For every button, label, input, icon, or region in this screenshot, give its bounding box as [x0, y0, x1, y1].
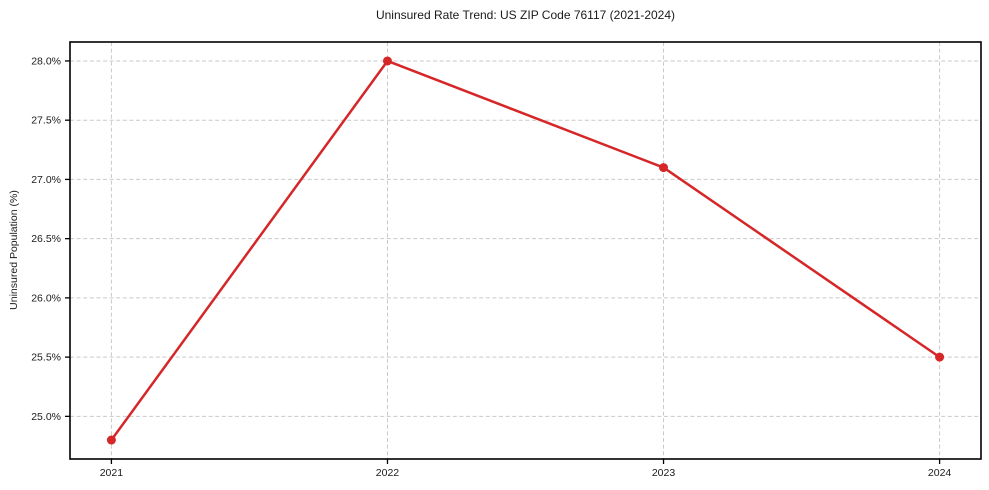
y-tick-label: 25.0% [31, 411, 61, 423]
x-tick-label: 2021 [100, 467, 124, 479]
x-tick-label: 2023 [652, 467, 676, 479]
x-tick-label: 2024 [928, 467, 952, 479]
trend-line [110, 59, 941, 442]
x-tick-label: 2022 [376, 467, 400, 479]
data-point-marker [106, 435, 116, 445]
plot-border [69, 41, 982, 460]
data-point-marker [659, 163, 669, 173]
y-tick-label: 27.0% [31, 174, 61, 186]
data-point-marker [935, 352, 945, 362]
y-tick-label: 27.5% [31, 115, 61, 127]
y-tick-label: 25.5% [31, 352, 61, 364]
y-tick-label: 26.5% [31, 233, 61, 245]
y-tick-label: 26.0% [31, 292, 61, 304]
data-point-marker [382, 56, 392, 66]
chart-title: Uninsured Rate Trend: US ZIP Code 76117 … [375, 8, 676, 22]
y-tick-label: 28.0% [31, 55, 61, 67]
